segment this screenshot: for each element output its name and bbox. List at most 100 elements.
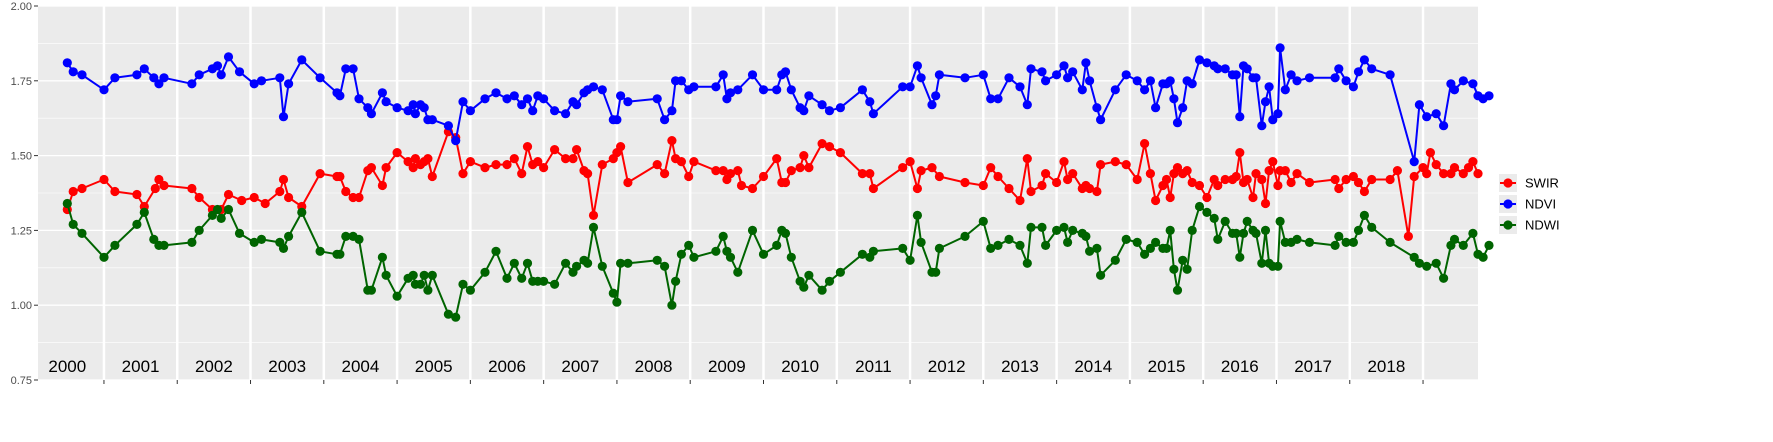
data-point-ndwi: [1292, 234, 1302, 244]
data-point-ndvi: [824, 106, 835, 116]
data-point-ndvi: [1140, 85, 1150, 95]
data-point-ndwi: [1273, 261, 1283, 271]
data-point-ndwi: [912, 210, 923, 220]
data-point-swir: [366, 163, 376, 173]
data-point-ndvi: [1081, 58, 1091, 68]
data-point-ndwi: [68, 219, 78, 229]
data-point-ndwi: [1172, 285, 1183, 295]
data-point-ndwi: [718, 231, 728, 241]
year-label-2014: 2014: [1074, 357, 1112, 376]
data-point-swir: [1458, 169, 1468, 179]
data-point-ndvi: [1151, 103, 1161, 113]
data-point-ndvi: [978, 70, 988, 80]
data-point-swir: [1145, 169, 1155, 179]
data-point-swir: [1341, 174, 1351, 185]
data-point-ndwi: [1484, 240, 1494, 250]
data-point-ndvi: [1145, 76, 1155, 86]
data-point-ndwi: [502, 273, 512, 283]
data-point-ndwi: [1015, 240, 1025, 250]
data-point-ndwi: [284, 231, 294, 241]
data-point-ndvi: [780, 67, 791, 77]
data-point-swir: [1015, 195, 1025, 206]
data-point-ndwi: [458, 279, 468, 289]
data-point-swir: [502, 160, 512, 170]
data-point-ndvi: [667, 106, 677, 116]
data-point-ndwi: [194, 225, 204, 235]
data-point-swir: [1409, 171, 1419, 182]
data-point-swir: [652, 160, 662, 170]
data-point-swir: [110, 186, 120, 197]
data-point-swir: [284, 192, 294, 203]
data-point-ndwi: [1257, 258, 1267, 268]
data-point-ndvi: [1341, 76, 1351, 86]
year-label-2016: 2016: [1221, 357, 1259, 376]
series-layer: [62, 43, 1494, 322]
y-tick-label: 1.25: [11, 225, 32, 237]
year-label-2013: 2013: [1001, 357, 1039, 376]
series-swir: [62, 127, 1483, 241]
data-point-swir: [539, 163, 549, 173]
series-ndvi: [62, 43, 1494, 167]
data-point-ndvi: [857, 85, 868, 95]
data-point-swir: [465, 157, 475, 167]
data-point-swir: [1161, 174, 1172, 185]
data-point-swir: [1273, 180, 1283, 191]
data-point-ndwi: [1260, 225, 1271, 235]
data-point-swir: [550, 145, 560, 155]
data-point-swir: [986, 163, 996, 173]
data-point-ndwi: [986, 243, 996, 253]
data-point-ndwi: [824, 276, 835, 286]
data-point-swir: [1096, 160, 1106, 170]
data-point-ndvi: [1353, 67, 1364, 77]
data-point-ndvi: [1165, 76, 1175, 86]
data-point-ndwi: [377, 252, 387, 262]
data-point-ndvi: [1096, 115, 1106, 125]
data-point-ndwi: [1026, 222, 1036, 232]
data-point-ndvi: [249, 79, 259, 89]
data-point-ndwi: [733, 267, 743, 277]
data-point-ndvi: [588, 82, 599, 92]
data-point-ndwi: [1037, 222, 1047, 232]
legend-item-ndvi: NDVI: [1499, 195, 1556, 213]
data-point-ndwi: [1022, 258, 1032, 268]
data-point-ndvi: [868, 109, 879, 119]
data-point-swir: [1449, 163, 1460, 173]
data-point-swir: [68, 186, 78, 197]
data-point-swir: [1151, 195, 1161, 206]
data-point-ndvi: [348, 64, 358, 74]
data-point-ndvi: [99, 85, 109, 95]
data-point-ndwi: [99, 252, 109, 262]
data-point-ndwi: [315, 246, 325, 256]
data-point-swir: [1235, 148, 1245, 158]
y-tick-label: 1.75: [11, 76, 32, 88]
data-point-ndvi: [419, 103, 429, 113]
data-point-ndvi: [1235, 112, 1245, 122]
data-point-ndvi: [772, 85, 782, 95]
data-point-ndvi: [502, 94, 512, 104]
data-point-ndvi: [898, 82, 908, 92]
data-point-ndwi: [1422, 261, 1432, 271]
data-point-ndwi: [1081, 231, 1091, 241]
data-point-ndvi: [77, 70, 87, 80]
data-point-ndvi: [1085, 76, 1095, 86]
data-point-swir: [1052, 177, 1062, 188]
data-point-ndvi: [1409, 157, 1419, 167]
data-point-swir: [1085, 183, 1095, 194]
data-point-swir: [480, 163, 490, 173]
data-point-swir: [1431, 160, 1441, 170]
data-point-ndwi: [1478, 252, 1488, 262]
data-point-ndwi: [780, 228, 791, 238]
data-point-ndvi: [1292, 76, 1302, 86]
data-point-swir: [187, 183, 197, 194]
data-point-ndwi: [978, 216, 988, 226]
data-point-ndvi: [865, 97, 875, 107]
year-label-2001: 2001: [122, 357, 160, 376]
data-point-swir: [711, 166, 721, 176]
data-point-ndwi: [608, 288, 618, 298]
data-point-ndwi: [1140, 249, 1150, 259]
data-point-swir: [1041, 169, 1051, 179]
data-point-ndwi: [588, 222, 599, 232]
data-point-ndvi: [1041, 76, 1051, 86]
year-label-2004: 2004: [342, 357, 380, 376]
data-point-ndwi: [1059, 222, 1069, 232]
